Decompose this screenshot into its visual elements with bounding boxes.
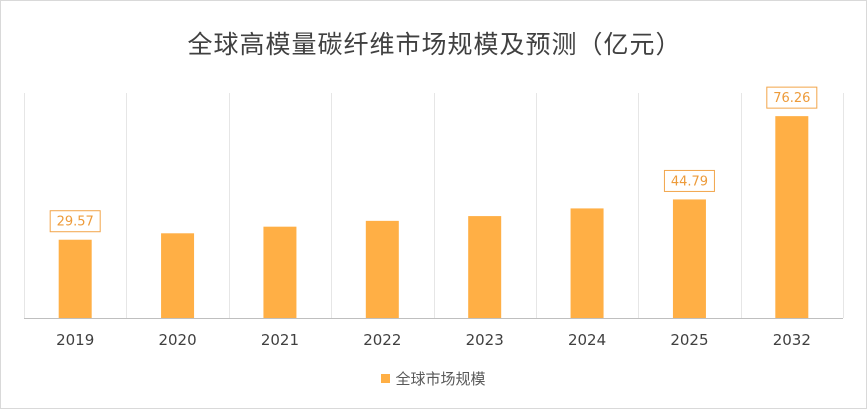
x-tick-label: 2032 bbox=[773, 331, 811, 349]
bar bbox=[58, 239, 92, 318]
bar bbox=[161, 233, 195, 318]
x-tick-label: 2019 bbox=[56, 331, 94, 349]
bar bbox=[468, 216, 502, 318]
x-tick-label: 2020 bbox=[158, 331, 196, 349]
x-tick-label: 2022 bbox=[363, 331, 401, 349]
bar bbox=[672, 199, 706, 318]
data-label-box bbox=[663, 169, 715, 192]
x-tick-label: 2024 bbox=[568, 331, 606, 349]
data-label-box bbox=[766, 86, 818, 109]
legend-swatch bbox=[381, 374, 391, 383]
bar bbox=[365, 220, 399, 318]
x-tick-label: 2021 bbox=[261, 331, 299, 349]
bar bbox=[775, 116, 809, 319]
chart-title: 全球高模量碳纤维市场规模及预测（亿元） bbox=[187, 30, 682, 59]
data-label: 29.57 bbox=[57, 215, 94, 230]
bar bbox=[263, 226, 297, 318]
data-label-box bbox=[49, 210, 101, 233]
legend-label: 全球市场规模 bbox=[395, 370, 486, 388]
data-label: 76.26 bbox=[773, 91, 810, 106]
x-tick-label: 2023 bbox=[466, 331, 504, 349]
data-label: 44.79 bbox=[671, 174, 708, 189]
bar bbox=[570, 208, 604, 318]
x-tick-label: 2025 bbox=[670, 331, 708, 349]
chart-legend: 全球市场规模 bbox=[0, 368, 867, 389]
